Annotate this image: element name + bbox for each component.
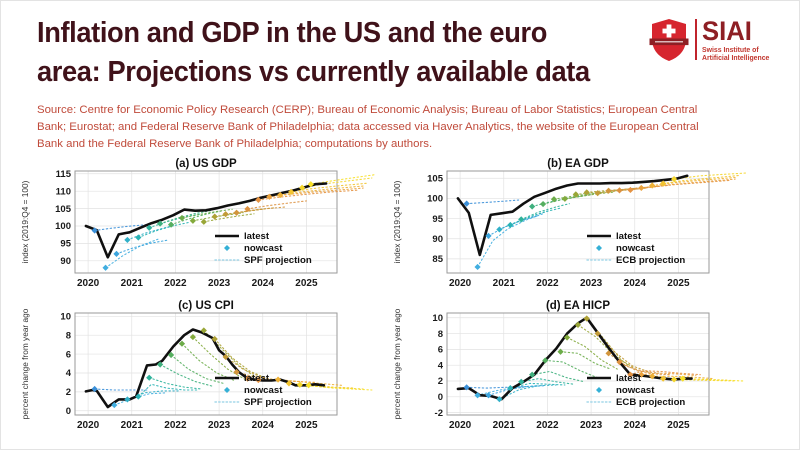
svg-text:2024: 2024	[624, 420, 647, 431]
svg-text:2021: 2021	[493, 420, 516, 431]
svg-text:percent change from year ago: percent change from year ago	[20, 308, 30, 419]
svg-text:2: 2	[438, 376, 443, 387]
svg-text:0: 0	[66, 406, 71, 417]
svg-text:2024: 2024	[252, 420, 275, 431]
chart-us-gdp-plot: 2020 2021 2022 2023 2024 2025 90 95 100 105 110 115…	[20, 158, 375, 289]
svg-text:0: 0	[438, 392, 443, 403]
svg-text:ECB projection: ECB projection	[616, 397, 685, 408]
svg-text:2023: 2023	[580, 420, 603, 431]
svg-text:(b) EA GDP: (b) EA GDP	[547, 158, 609, 170]
svg-text:100: 100	[427, 194, 443, 205]
svg-text:2021: 2021	[121, 420, 144, 431]
svg-text:6: 6	[438, 345, 443, 356]
chart-ea-gdp-plot: 2020 2021 2022 2023 2024 2025 85 90 95 100 105 (b) …	[392, 158, 747, 289]
chart-us-cpi: 2020 2021 2022 2023 2024 2025 0 2 4 6 8 10 (c) US CP…	[17, 299, 393, 441]
svg-text:2024: 2024	[624, 278, 647, 289]
svg-text:110: 110	[56, 186, 71, 197]
svg-text:6: 6	[66, 349, 71, 360]
svg-text:2: 2	[66, 387, 71, 398]
svg-text:2025: 2025	[295, 420, 318, 431]
svg-text:2020: 2020	[449, 278, 472, 289]
svg-text:2021: 2021	[493, 278, 516, 289]
page-title-line1: Inflation and GDP in the US and the euro	[37, 17, 548, 49]
svg-text:2022: 2022	[164, 278, 187, 289]
svg-text:4: 4	[66, 368, 72, 379]
svg-text:2024: 2024	[252, 278, 275, 289]
svg-text:(a) US GDP: (a) US GDP	[175, 158, 237, 170]
svg-text:2020: 2020	[77, 278, 100, 289]
svg-text:95: 95	[432, 214, 443, 225]
svg-text:10: 10	[432, 313, 443, 324]
svg-text:-2: -2	[435, 408, 443, 419]
svg-text:latest: latest	[616, 231, 642, 242]
chart-ea-gdp: 2020 2021 2022 2023 2024 2025 85 90 95 100 105 (b) …	[389, 157, 765, 299]
svg-text:latest: latest	[244, 373, 270, 384]
svg-text:index (2019:Q4 = 100): index (2019:Q4 = 100)	[392, 180, 402, 263]
svg-text:latest: latest	[244, 231, 270, 242]
svg-text:2025: 2025	[295, 278, 318, 289]
svg-text:percent change from year ago: percent change from year ago	[392, 308, 402, 419]
svg-text:index (2019:Q4 = 100): index (2019:Q4 = 100)	[20, 180, 30, 263]
svg-text:90: 90	[60, 256, 71, 267]
svg-text:SPF projection: SPF projection	[244, 255, 312, 266]
svg-text:latest: latest	[616, 373, 642, 384]
logo-acronym: SIAI	[702, 16, 752, 46]
svg-text:95: 95	[60, 239, 71, 250]
logo-institute-name: Swiss Institute of Artificial Intelligen…	[702, 47, 769, 64]
svg-text:(c) US CPI: (c) US CPI	[178, 300, 234, 312]
svg-text:2021: 2021	[121, 278, 144, 289]
svg-text:2022: 2022	[536, 420, 559, 431]
logo-text: SIAI Swiss Institute of Artificial Intel…	[702, 18, 769, 64]
svg-text:115: 115	[56, 169, 72, 180]
svg-text:105: 105	[55, 204, 72, 215]
svg-text:2022: 2022	[536, 278, 559, 289]
chart-us-cpi-plot: 2020 2021 2022 2023 2024 2025 0 2 4 6 8 10 (c) US CP…	[20, 300, 373, 431]
svg-text:2020: 2020	[449, 420, 472, 431]
svg-text:nowcast: nowcast	[244, 385, 283, 396]
svg-text:100: 100	[55, 221, 71, 232]
page-title-line2: area: Projections vs currently available…	[37, 56, 590, 88]
svg-text:(d) EA HICP: (d) EA HICP	[546, 300, 610, 312]
logo-divider	[695, 19, 697, 60]
svg-text:2023: 2023	[580, 278, 603, 289]
svg-text:nowcast: nowcast	[244, 243, 283, 254]
svg-text:105: 105	[427, 173, 444, 184]
source-note: Source: Centre for Economic Policy Resea…	[37, 104, 699, 150]
logo-name-line1: Swiss Institute of	[702, 47, 759, 54]
chart-us-gdp: 2020 2021 2022 2023 2024 2025 90 95 100 105 110 115…	[17, 157, 393, 299]
logo-name-line2: Artificial Intelligence	[702, 55, 770, 63]
svg-text:8: 8	[438, 329, 443, 340]
svg-text:SPF projection: SPF projection	[244, 397, 312, 408]
page-title: Inflation and GDP in the US and the euro…	[37, 14, 590, 92]
siai-logo: SIAI Swiss Institute of Artificial Intel…	[649, 18, 769, 64]
svg-text:4: 4	[438, 360, 444, 371]
svg-text:2022: 2022	[164, 420, 187, 431]
svg-text:85: 85	[432, 254, 443, 265]
svg-text:2025: 2025	[667, 420, 690, 431]
svg-text:nowcast: nowcast	[616, 243, 655, 254]
svg-text:2023: 2023	[208, 278, 231, 289]
svg-text:nowcast: nowcast	[616, 385, 655, 396]
svg-text:10: 10	[60, 312, 71, 323]
svg-text:2023: 2023	[208, 420, 231, 431]
svg-text:2020: 2020	[77, 420, 100, 431]
svg-text:8: 8	[66, 330, 71, 341]
svg-text:2025: 2025	[667, 278, 690, 289]
svg-text:ECB projection: ECB projection	[616, 255, 685, 266]
chart-ea-hicp: 2020 2021 2022 2023 2024 2025 -2 0 2 4 6 8 10 (d) EA …	[389, 299, 765, 441]
svg-text:90: 90	[432, 234, 443, 245]
chart-ea-hicp-plot: 2020 2021 2022 2023 2024 2025 -2 0 2 4 6 8 10 (d) EA …	[392, 300, 745, 431]
siai-shield-icon	[649, 19, 689, 61]
